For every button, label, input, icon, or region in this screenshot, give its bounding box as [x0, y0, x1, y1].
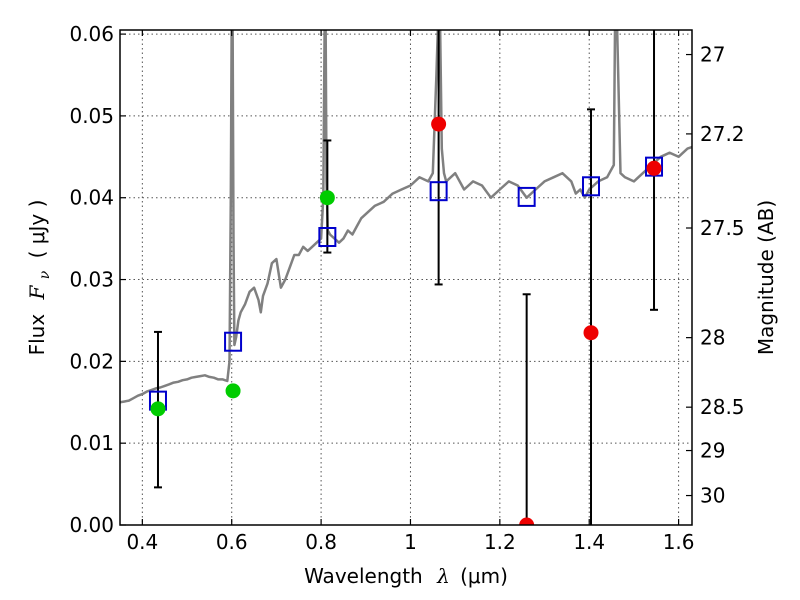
observed-points-layer	[150, 116, 662, 525]
observed-point-green	[225, 383, 241, 399]
model-spectrum-line	[120, 30, 692, 404]
y-axis-label-symbol: F	[25, 284, 49, 300]
y-tick-label: 0.01	[69, 431, 114, 455]
observed-point-green	[150, 401, 166, 417]
y2-tick-label: 28	[700, 326, 725, 350]
y-tick-label: 0.05	[69, 104, 114, 128]
model-photometry-square	[517, 186, 536, 207]
model-photometry-square	[224, 331, 243, 352]
x-tick-label: 1	[404, 530, 417, 554]
grid	[120, 30, 692, 526]
y-axis-label-subscript: ν	[37, 270, 53, 279]
y-tick-label: 0.03	[69, 268, 114, 292]
y-tick-label: 0.00	[69, 513, 114, 537]
y2-tick-label: 29	[700, 439, 725, 463]
x-tick-label: 0.6	[216, 530, 248, 554]
model-photometry-layer	[148, 156, 664, 411]
y2-axis-label: Magnitude (AB)	[754, 200, 778, 355]
tick-layer: 0.4 0.6 0.8 1 1.2 1.4 1.6 0.00 0.01 0.02 0.03 0.04 0…	[69, 22, 744, 554]
x-tick-label: 0.4	[126, 530, 158, 554]
y-axis-label-text: Flux	[25, 314, 49, 356]
y-tick-label: 0.02	[69, 349, 114, 373]
x-axis-label: Wavelength λ (μm)	[304, 564, 508, 588]
observed-point-green	[319, 190, 335, 206]
y2-tick-label: 30	[700, 484, 725, 508]
y2-tick-label: 27.2	[700, 122, 745, 146]
model-photometry-square	[429, 181, 448, 202]
y-tick-label: 0.04	[69, 186, 114, 210]
observed-point-red	[646, 160, 662, 176]
y2-tick-label: 28.5	[700, 395, 745, 419]
model-spectrum-layer	[120, 30, 692, 404]
svg-text:Wavelength λ (μm): Wavelength λ (μm)	[304, 564, 508, 588]
x-axis-label-text: Wavelength	[304, 564, 423, 588]
x-axis-label-symbol: λ	[436, 564, 450, 588]
x-tick-label: 1.4	[573, 530, 605, 554]
plot-frame	[119, 29, 693, 526]
model-photometry-square	[318, 227, 337, 247]
observed-point-red	[519, 517, 535, 525]
svg-text:Flux F ν ( μ: Flux F ν ( μJy )	[25, 200, 54, 356]
errorbar-layer	[153, 30, 659, 525]
y-tick-label: 0.06	[69, 22, 114, 46]
x-tick-label: 1.2	[484, 530, 516, 554]
y-axis-label-unit: ( μJy )	[25, 200, 49, 259]
y2-tick-label: 27.5	[700, 216, 745, 240]
y-axis-label: Flux F ν ( μJy )	[25, 200, 54, 356]
x-tick-label: 1.6	[663, 530, 695, 554]
x-axis-label-unit: (μm)	[460, 564, 508, 588]
y2-tick-label: 27	[700, 43, 725, 67]
observed-point-red	[583, 325, 599, 341]
model-photometry-square	[582, 176, 601, 197]
x-tick-label: 0.8	[305, 530, 337, 554]
observed-point-red	[431, 116, 447, 132]
